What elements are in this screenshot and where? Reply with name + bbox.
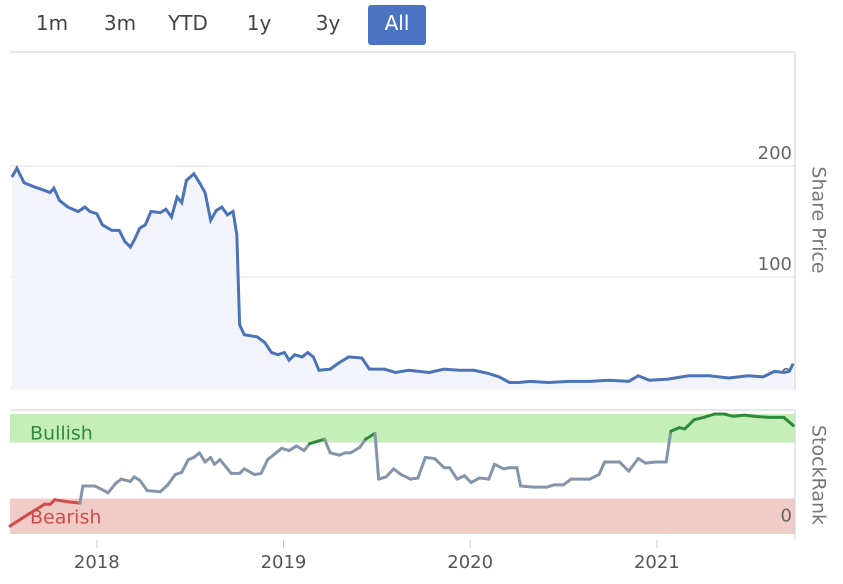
line-segment (562, 477, 573, 487)
line-segment (669, 426, 681, 433)
line-segment (158, 483, 170, 494)
line-segment (618, 460, 631, 473)
line-segment (731, 413, 747, 418)
line-segment (683, 418, 696, 431)
line-segment (180, 458, 190, 474)
line-segment (492, 462, 506, 471)
x-tick-label: 2018 (74, 552, 120, 573)
line-segment (197, 451, 207, 464)
line-segment (588, 473, 601, 481)
x-tick-label: 2021 (634, 552, 680, 573)
line-segment (53, 498, 72, 504)
line-segment (692, 415, 706, 422)
line-segment (423, 455, 437, 461)
line-segment (399, 473, 412, 481)
x-tick-label: 2019 (261, 552, 307, 573)
band-label: Bullish (30, 423, 93, 445)
line-segment (752, 414, 771, 419)
range-button[interactable]: 1m (35, 11, 69, 35)
y-axis-title: Share Price (808, 166, 830, 273)
line-segment (8, 511, 32, 528)
line-segment (416, 455, 427, 480)
line-segment (242, 467, 257, 477)
line-segment (664, 429, 673, 464)
line-segment (702, 412, 717, 419)
line-segment (722, 412, 735, 418)
line-segment (358, 437, 368, 449)
x-tick-label: 2020 (447, 552, 493, 573)
band (10, 498, 795, 534)
band-label: Bearish (30, 507, 101, 529)
line-segment (433, 457, 446, 470)
line-segment (98, 486, 110, 495)
y-axis-title: StockRank (808, 425, 830, 525)
band (10, 414, 795, 443)
range-button[interactable]: YTD (168, 11, 208, 35)
line-segment (78, 484, 85, 505)
y-tick-label: 100 (758, 254, 792, 275)
line-segment (323, 437, 332, 455)
line-segment (644, 460, 657, 465)
line-segment (519, 484, 536, 489)
line-segment (28, 502, 47, 515)
line-segment (597, 460, 607, 477)
range-button[interactable]: 3m (103, 11, 137, 35)
line-segment (392, 467, 403, 477)
line-segment (627, 457, 640, 473)
line-segment (487, 462, 496, 481)
line-segment (218, 458, 229, 470)
line-segment (743, 413, 756, 418)
line-segment (166, 473, 177, 487)
line-segment (68, 500, 82, 505)
line-segment (266, 451, 278, 462)
line-segment (349, 445, 362, 455)
line-segment (119, 477, 132, 483)
line-segment (106, 482, 117, 495)
line-segment (448, 466, 459, 481)
range-button[interactable]: All (368, 5, 426, 45)
line-segment (469, 476, 482, 485)
line-segment (463, 474, 473, 485)
line-segment (328, 451, 341, 457)
range-button[interactable]: 1y (246, 11, 272, 35)
line-segment (373, 431, 381, 481)
range-button[interactable]: 3y (315, 11, 341, 35)
area (11, 168, 794, 390)
y-tick-label: 200 (758, 143, 792, 164)
line-segment (782, 415, 795, 427)
y-tick-label: 0 (781, 505, 792, 526)
line-segment (138, 478, 149, 493)
line-segment (478, 476, 491, 481)
line-segment (145, 489, 162, 494)
line (10, 165, 795, 384)
line-segment (259, 458, 270, 475)
line-segment (384, 467, 396, 479)
line-segment (515, 466, 523, 488)
